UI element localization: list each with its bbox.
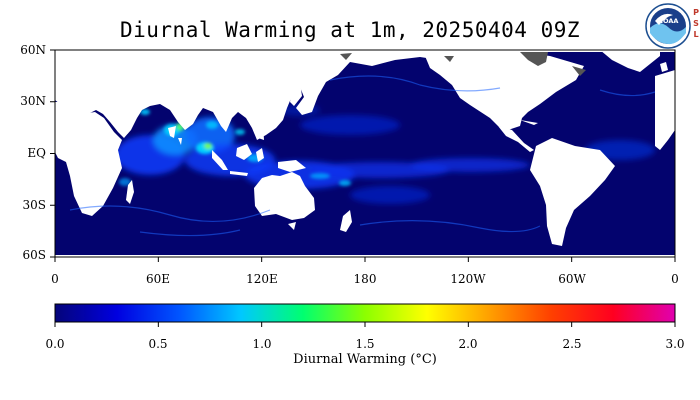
land-sulawesi	[256, 148, 264, 162]
noaa-logo: NOAA	[645, 3, 691, 49]
map-area	[55, 50, 675, 257]
land-uk	[660, 62, 668, 72]
longitude-ticks	[54, 257, 676, 262]
land-central-america	[498, 126, 534, 152]
land-cuba	[520, 120, 538, 125]
psl-letters: P S L	[692, 7, 700, 40]
lat-label-eq: EQ	[27, 146, 46, 160]
land-africa	[55, 102, 122, 216]
map-title: Diurnal Warming at 1m, 20250404 09Z	[119, 18, 580, 42]
colorbar-label-6: 3.0	[665, 337, 685, 351]
colorbar-ticks	[54, 322, 676, 327]
lon-label-60w: 60W	[558, 272, 586, 286]
sea-ice	[340, 52, 586, 76]
land-south-america	[530, 138, 615, 246]
lon-label-0-left: 0	[51, 272, 59, 286]
lon-label-120w: 120W	[450, 272, 486, 286]
warming-hotspots	[119, 109, 351, 186]
lon-label-120e: 120E	[246, 272, 278, 286]
land-india-tip	[168, 126, 176, 138]
land-tasmania	[288, 222, 296, 230]
psl-letter-s: S	[693, 19, 699, 28]
land-newguinea	[278, 160, 306, 172]
lat-label-30s: 30S	[22, 198, 47, 212]
land-madagascar	[126, 180, 134, 204]
noaa-logo-text: NOAA	[658, 17, 679, 25]
colorbar-label-3: 1.5	[355, 337, 375, 351]
lat-label-60s: 60S	[22, 248, 47, 262]
land-java	[230, 171, 248, 176]
colorbar-label-5: 2.5	[562, 337, 582, 351]
land-srilanka	[178, 138, 182, 145]
colorbar-title: Diurnal Warming (°C)	[293, 352, 437, 367]
land-europe-west	[655, 70, 675, 150]
colorbar-label-4: 2.0	[458, 337, 478, 351]
lon-label-180: 180	[353, 272, 377, 286]
latitude-ticks	[50, 49, 55, 258]
land-greenland	[600, 50, 660, 72]
land-europe-asia	[55, 50, 675, 140]
colorbar	[55, 304, 675, 322]
land-japan	[290, 82, 302, 106]
land-sumatra	[212, 150, 228, 170]
land-north-america	[425, 52, 584, 130]
colorbar-label-1: 0.5	[148, 337, 168, 351]
lat-label-30n: 30N	[20, 94, 46, 108]
colorbar-label-2: 1.0	[252, 337, 272, 351]
lat-label-60n: 60N	[20, 43, 46, 57]
lon-label-60e: 60E	[145, 272, 171, 286]
land-philippines	[257, 125, 264, 140]
lon-label-0-right: 0	[671, 272, 679, 286]
land-borneo	[236, 144, 252, 160]
psl-letter-l: L	[693, 30, 699, 39]
psl-letter-p: P	[693, 8, 699, 17]
land-australia	[254, 172, 315, 220]
ocean-swirls	[69, 75, 656, 237]
colorbar-label-0: 0.0	[45, 337, 65, 351]
land-newzealand	[340, 210, 352, 232]
